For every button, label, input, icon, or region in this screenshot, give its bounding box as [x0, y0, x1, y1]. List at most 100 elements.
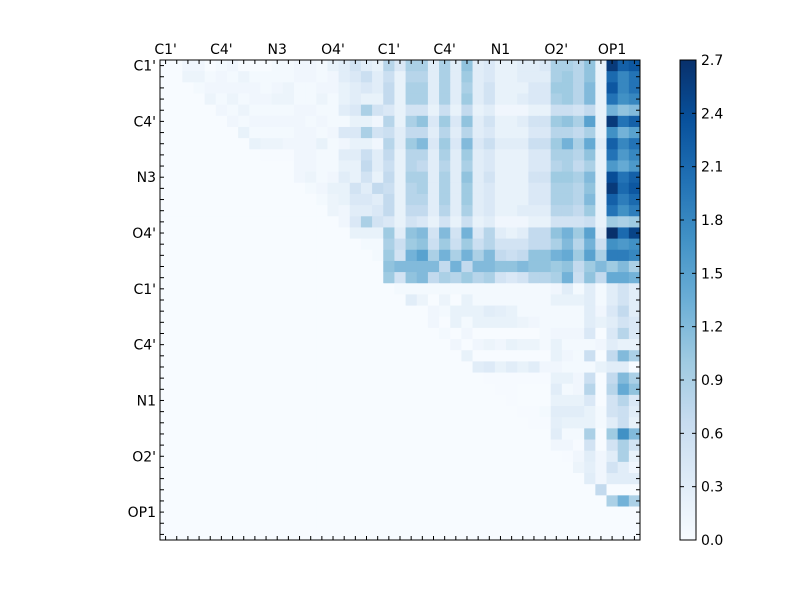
heatmap-cell	[550, 104, 563, 117]
heatmap-cell	[573, 160, 585, 173]
heatmap-cell	[584, 160, 596, 173]
heatmap-cell	[517, 461, 529, 474]
heatmap-cell	[160, 138, 172, 150]
heatmap-cell	[226, 383, 239, 396]
heatmap-cell	[528, 473, 541, 485]
heatmap-cell	[238, 439, 250, 452]
heatmap-cell	[271, 506, 284, 519]
heatmap-cell	[215, 138, 228, 150]
heatmap-cell	[193, 216, 206, 228]
heatmap-cell	[271, 216, 284, 228]
heatmap-cell	[483, 394, 496, 407]
heatmap-cell	[416, 372, 429, 385]
y-tick-label: O4'	[132, 226, 156, 242]
heatmap-cell	[573, 495, 585, 508]
heatmap-cell	[204, 182, 217, 195]
heatmap-cell	[338, 249, 351, 262]
heatmap-cell	[494, 294, 507, 307]
heatmap-cell	[550, 182, 563, 195]
heatmap-cell	[338, 104, 351, 117]
heatmap-cell	[271, 406, 284, 418]
heatmap-cell	[427, 260, 440, 273]
heatmap-cell	[561, 272, 574, 284]
heatmap-cell	[293, 294, 306, 307]
heatmap-cell	[383, 528, 395, 541]
heatmap-cell	[628, 283, 641, 295]
heatmap-cell	[506, 439, 518, 452]
heatmap-cell	[617, 517, 630, 530]
heatmap-cell	[305, 216, 317, 228]
heatmap-cell	[327, 506, 340, 519]
heatmap-cell	[327, 60, 340, 72]
heatmap-cell	[517, 316, 529, 329]
heatmap-cell	[483, 104, 496, 117]
heatmap-cell	[171, 473, 183, 485]
heatmap-cell	[539, 160, 552, 173]
heatmap-cell	[193, 182, 206, 195]
heatmap-cell	[617, 417, 630, 429]
heatmap-cell	[573, 93, 585, 106]
heatmap-cell	[573, 450, 585, 463]
heatmap-cell	[271, 339, 284, 351]
heatmap-cell	[383, 372, 395, 385]
heatmap-cell	[238, 193, 250, 206]
heatmap-cell	[550, 149, 563, 161]
heatmap-cell	[528, 71, 541, 83]
heatmap-cell	[204, 126, 217, 139]
heatmap-cell	[271, 115, 284, 128]
heatmap-cell	[182, 93, 194, 106]
heatmap-cell	[226, 238, 239, 251]
heatmap-cell	[249, 339, 261, 351]
heatmap-cell	[561, 205, 574, 217]
heatmap-cell	[316, 249, 328, 262]
heatmap-cell	[472, 517, 485, 530]
heatmap-cell	[617, 439, 630, 452]
heatmap-cell	[394, 372, 407, 385]
heatmap-cell	[539, 227, 552, 240]
heatmap-cell	[193, 495, 206, 508]
heatmap-cell	[561, 283, 574, 295]
heatmap-cell	[249, 484, 261, 496]
heatmap-cell	[182, 383, 194, 396]
heatmap-cell	[561, 439, 574, 452]
heatmap-cell	[226, 171, 239, 184]
heatmap-cell	[628, 193, 641, 206]
heatmap-cell	[171, 93, 183, 106]
heatmap-cell	[517, 383, 529, 396]
heatmap-cell	[349, 484, 362, 496]
heatmap-cell	[305, 93, 317, 106]
heatmap-cell	[506, 272, 518, 284]
heatmap-cell	[427, 406, 440, 418]
heatmap-cell	[416, 339, 429, 351]
heatmap-cell	[226, 450, 239, 463]
heatmap-cell	[305, 260, 317, 273]
heatmap-cell	[204, 71, 217, 83]
heatmap-cell	[427, 115, 440, 128]
heatmap-cell	[405, 517, 418, 530]
heatmap-cell	[182, 439, 194, 452]
heatmap-cell	[360, 227, 373, 240]
heatmap-cell	[461, 417, 474, 429]
heatmap-cell	[360, 517, 373, 530]
heatmap-cell	[584, 339, 596, 351]
heatmap-cell	[271, 372, 284, 385]
heatmap-cell	[573, 517, 585, 530]
heatmap-cell	[215, 104, 228, 117]
heatmap-cell	[550, 473, 563, 485]
heatmap-cell	[338, 193, 351, 206]
heatmap-cell	[316, 193, 328, 206]
heatmap-cell	[439, 71, 451, 83]
heatmap-cell	[338, 126, 351, 139]
heatmap-cell	[383, 160, 395, 173]
heatmap-cell	[249, 238, 261, 251]
heatmap-cell	[226, 517, 239, 530]
heatmap-cell	[327, 272, 340, 284]
heatmap-cell	[204, 205, 217, 217]
colorbar-tick-label: 0.9	[701, 373, 723, 389]
heatmap-cell	[528, 417, 541, 429]
heatmap-cell	[338, 506, 351, 519]
heatmap-cell	[416, 115, 429, 128]
heatmap-cell	[405, 82, 418, 94]
heatmap-cell	[606, 339, 619, 351]
